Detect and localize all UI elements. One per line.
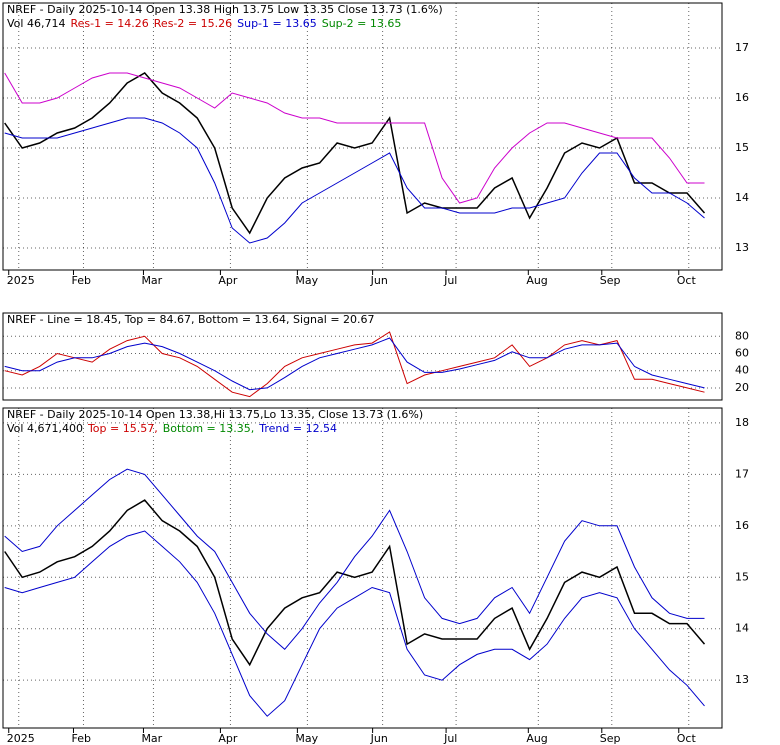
y-tick-label: 17 (735, 467, 749, 480)
y-tick-label: 14 (735, 191, 749, 204)
x-tick-label: May (295, 732, 318, 745)
panel-title: NREF - Daily 2025-10-14 Open 13.38,Hi 13… (7, 408, 423, 421)
x-tick-label: Mar (141, 732, 162, 745)
y-tick-label: 16 (735, 91, 749, 104)
y-tick-label: 60 (735, 346, 749, 359)
volume-label: Vol 46,714 (7, 17, 65, 30)
x-tick-label: Oct (677, 274, 697, 287)
series-line (4, 499, 706, 667)
x-tick-label: 2025 (7, 274, 35, 287)
x-tick-label: Oct (677, 732, 697, 745)
series-line (4, 530, 705, 717)
series-line (4, 72, 706, 235)
x-tick-label: Jun (370, 274, 388, 287)
x-tick-label: 2025 (7, 732, 35, 745)
x-tick-label: May (295, 274, 318, 287)
panel-title: NREF - Daily 2025-10-14 Open 13.38 High … (7, 3, 443, 16)
y-tick-label: 15 (735, 570, 749, 583)
x-tick-label: Apr (218, 274, 238, 287)
x-tick-label: Feb (71, 274, 90, 287)
x-tick-label: Mar (141, 274, 162, 287)
panel-frame (2, 407, 723, 729)
y-tick-label: 14 (735, 622, 749, 635)
x-tick-label: Aug (526, 732, 547, 745)
y-tick-label: 80 (735, 329, 749, 342)
series-line (4, 337, 705, 391)
indicator-label: Top = 15.57, (87, 422, 158, 435)
indicator-label: Res-1 = 14.26 (70, 17, 148, 30)
panel-subtitle: Vol 46,714 Res-1 = 14.26 Res-2 = 15.26 Sup-… (7, 17, 401, 30)
panel-frame (2, 2, 723, 271)
volume-label: Vol 4,671,400 (7, 422, 83, 435)
y-tick-label: 13 (735, 673, 749, 686)
indicator-label: Bottom = 13.35, (163, 422, 255, 435)
y-tick-label: 20 (735, 381, 749, 394)
y-tick-label: 17 (735, 41, 749, 54)
series-line (4, 72, 705, 204)
y-tick-label: 40 (735, 364, 749, 377)
x-tick-label: Feb (71, 732, 90, 745)
indicator-label: Sup-2 = 13.65 (322, 17, 402, 30)
x-tick-label: Jul (443, 732, 457, 745)
y-tick-label: 16 (735, 519, 749, 532)
x-tick-label: Aug (526, 274, 547, 287)
x-tick-label: Apr (218, 732, 238, 745)
panel-title: NREF - Line = 18.45, Top = 84.67, Bottom… (7, 313, 375, 326)
x-tick-label: Sep (600, 732, 621, 745)
y-tick-label: 15 (735, 141, 749, 154)
indicator-label: Res-2 = 15.26 (154, 17, 232, 30)
series-line (4, 468, 705, 651)
x-tick-label: Jul (443, 274, 457, 287)
indicator-label: Sup-1 = 13.65 (237, 17, 317, 30)
indicator-label: Trend = 12.54 (258, 422, 337, 435)
panel-subtitle: Vol 4,671,400 Top = 15.57, Bottom = 13.35,… (7, 422, 337, 435)
y-tick-label: 18 (735, 416, 749, 429)
x-tick-label: Jun (370, 732, 388, 745)
panel-frame (2, 312, 723, 401)
series-line (4, 331, 705, 398)
series-line (4, 117, 705, 244)
y-tick-label: 13 (735, 241, 749, 254)
x-tick-label: Sep (600, 274, 621, 287)
